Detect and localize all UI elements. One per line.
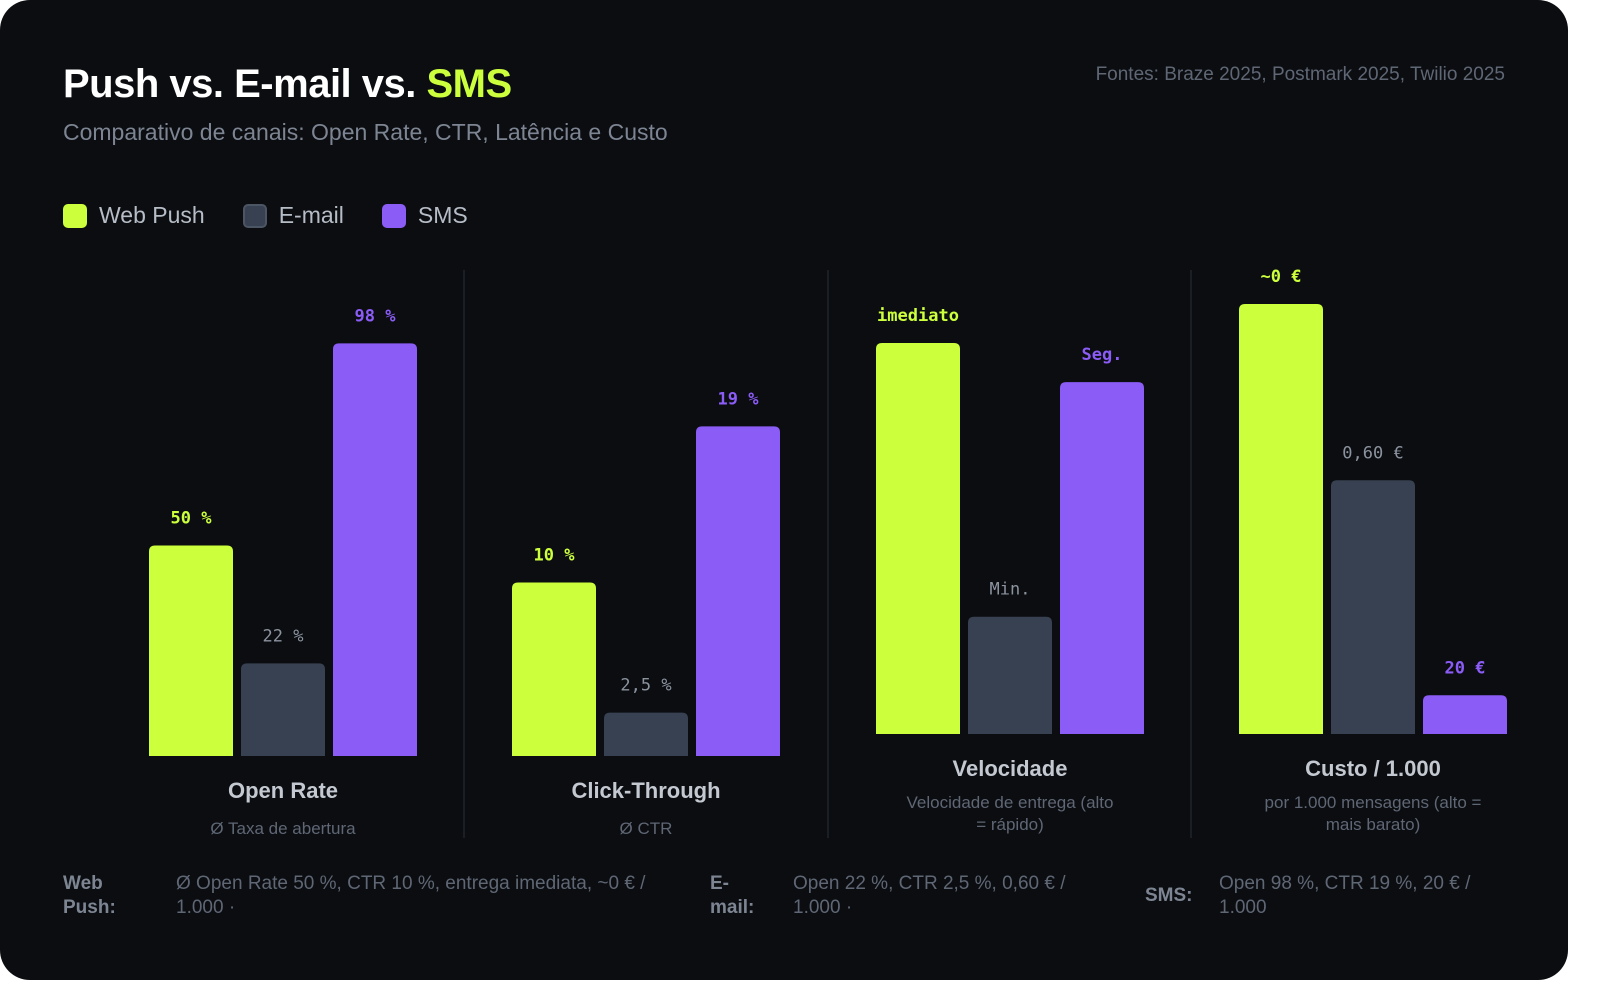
footer-label-web-push: Web Push: <box>63 873 116 918</box>
legend: Web Push E-mail SMS <box>63 202 468 229</box>
data-label-sms: 19 % <box>718 389 760 409</box>
bar-email <box>968 616 1052 734</box>
legend-item-email: E-mail <box>242 202 344 229</box>
title-accent: SMS <box>426 62 513 106</box>
chart-card: Push vs. E-mail vs. SMS Comparativo de c… <box>0 0 1568 980</box>
bar-sms <box>1423 695 1507 734</box>
bar-web-push <box>1239 304 1323 734</box>
legend-swatch-web-push <box>63 203 87 228</box>
bar-email <box>604 712 688 756</box>
legend-label-sms: SMS <box>417 202 468 228</box>
bar-web-push <box>512 582 596 756</box>
panel-subtitle: Ø Taxa de abertura <box>210 819 356 838</box>
legend-swatch-email <box>242 203 267 228</box>
sources-note: Fontes: Braze 2025, Postmark 2025, Twili… <box>1095 64 1505 85</box>
legend-label-email: E-mail <box>278 202 344 228</box>
chart-title: Push vs. E-mail vs. SMS <box>63 62 512 107</box>
panel-title: Custo / 1.000 <box>1305 756 1441 781</box>
title-prefix: Push vs. E-mail vs. <box>63 62 427 106</box>
panel-title: Click-Through <box>571 778 720 803</box>
bar-sms <box>1060 382 1144 734</box>
bar-sms <box>333 343 417 756</box>
footer-text-web-push: Ø Open Rate 50 %, CTR 10 %, entrega imed… <box>176 873 646 918</box>
data-label-email: Min. <box>990 580 1031 600</box>
data-label-web-push: imediato <box>877 306 959 326</box>
bar-email <box>241 663 325 756</box>
data-label-sms: Seg. <box>1082 345 1123 365</box>
legend-item-sms: SMS <box>381 202 468 229</box>
bar-chart: 50 % 22 % 98 % Open Rate Ø Taxa de abertura 1… <box>149 267 1507 838</box>
panel-subtitle: Velocidade de entrega (alto = rápido) <box>907 793 1114 834</box>
data-label-email: 22 % <box>263 626 304 646</box>
data-label-email: 2,5 % <box>620 676 671 696</box>
panel-title: Open Rate <box>228 778 338 803</box>
panel-subtitle: Ø CTR <box>620 819 673 838</box>
bar-web-push <box>876 343 960 734</box>
footer-label-sms: SMS: <box>1145 885 1193 906</box>
legend-label-web-push: Web Push <box>99 202 205 228</box>
chart-subtitle: Comparativo de canais: Open Rate, CTR, L… <box>63 119 668 145</box>
footer-text-email: Open 22 %, CTR 2,5 %, 0,60 € / 1.000 · <box>793 873 1066 918</box>
bar-sms <box>696 426 780 756</box>
footer-text-sms: Open 98 %, CTR 19 %, 20 € / 1.000 <box>1219 873 1471 918</box>
panel-subtitle: por 1.000 mensagens (alto = mais barato) <box>1265 793 1482 834</box>
panel-title: Velocidade <box>953 756 1068 781</box>
data-label-web-push: 10 % <box>534 546 576 566</box>
legend-item-web-push: Web Push <box>63 202 205 229</box>
bar-web-push <box>149 545 233 756</box>
data-label-sms: 98 % <box>355 306 397 326</box>
data-label-web-push: 50 % <box>171 509 213 529</box>
bar-email <box>1331 480 1415 734</box>
footer-label-email: E-mail: <box>710 873 755 918</box>
data-label-email: 0,60 € <box>1342 443 1403 463</box>
data-label-sms: 20 € <box>1445 658 1486 678</box>
legend-swatch-sms <box>381 203 406 228</box>
data-label-web-push: ~0 € <box>1261 267 1302 287</box>
